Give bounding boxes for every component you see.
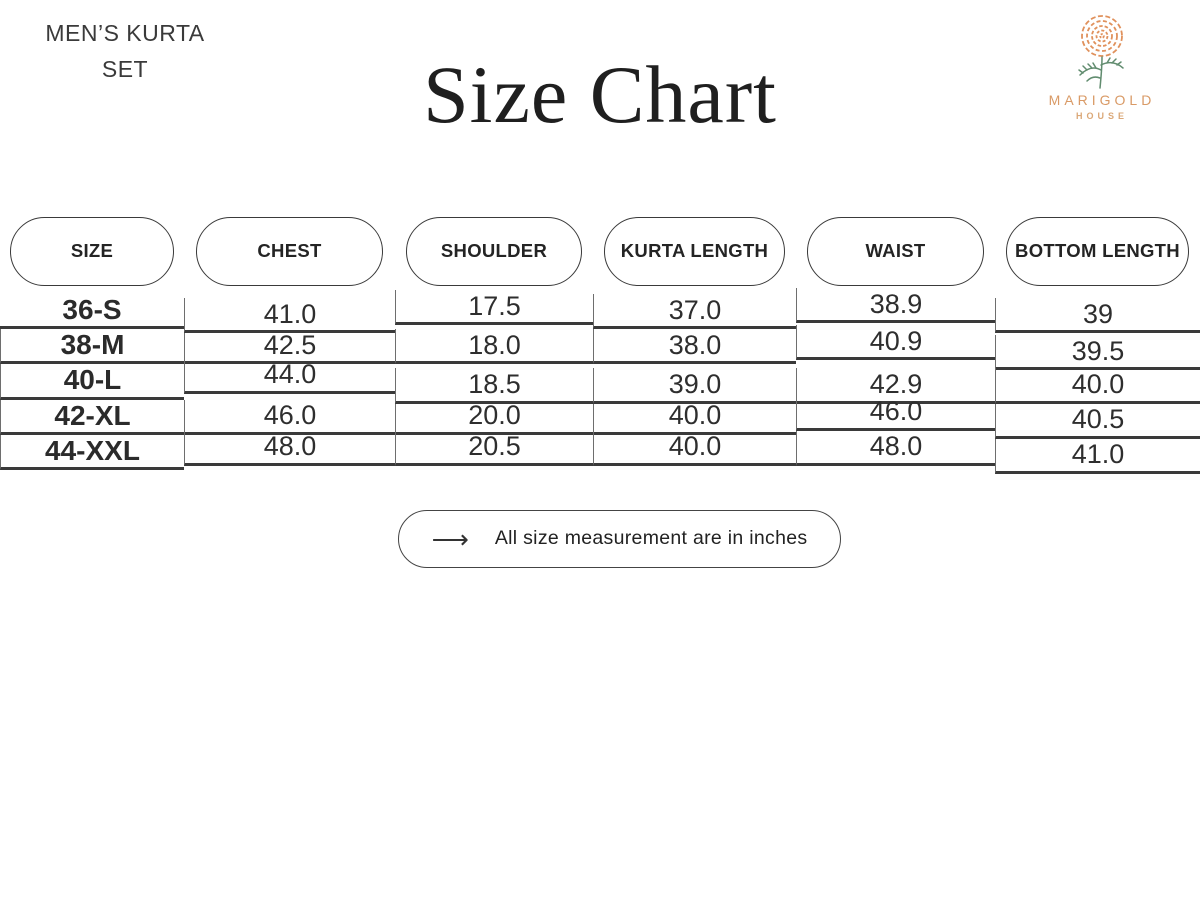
brand-name: MARIGOLD bbox=[1048, 92, 1156, 108]
shoulder-cell: 17.5 bbox=[395, 290, 593, 326]
bottom-length-cell: 41.0 bbox=[995, 438, 1200, 474]
bottom-length-cell: 40.0 bbox=[995, 368, 1200, 404]
waist-cell: 46.0 bbox=[796, 395, 995, 431]
waist-cell: 42.9 bbox=[796, 368, 995, 404]
kurta-length-cell: 37.0 bbox=[593, 294, 796, 330]
size-cell: 44-XXL bbox=[0, 434, 184, 470]
kurta-length-cell: 40.0 bbox=[593, 399, 796, 435]
kurta-length-cell: 39.0 bbox=[593, 368, 796, 404]
column-header-kurta-length: KURTA LENGTH bbox=[593, 208, 796, 294]
column-header-shoulder: SHOULDER bbox=[395, 208, 593, 294]
brand-subtitle: HOUSE bbox=[1075, 111, 1128, 121]
waist-cell: 40.9 bbox=[796, 325, 995, 361]
chest-cell: 41.0 bbox=[184, 298, 395, 334]
shoulder-header-pill: SHOULDER bbox=[405, 216, 583, 286]
size-cell: 40-L bbox=[0, 364, 184, 400]
chest-cell: 48.0 bbox=[184, 430, 395, 466]
shoulder-cell: 18.5 bbox=[395, 368, 593, 404]
column-header-bottom-length: BOTTOM LENGTH bbox=[995, 208, 1200, 294]
chest-header-pill: CHEST bbox=[195, 216, 384, 286]
marigold-flower-icon bbox=[1078, 15, 1124, 89]
chest-cell: 42.5 bbox=[184, 329, 395, 365]
page-title: Size Chart bbox=[423, 49, 777, 140]
size-cell: 36-S bbox=[0, 294, 184, 330]
bottom-length-cell: 39 bbox=[995, 298, 1200, 334]
column-header-waist: WAIST bbox=[796, 208, 995, 294]
chest-cell: 44.0 bbox=[184, 358, 395, 394]
size-cell: 42-XL bbox=[0, 399, 184, 435]
chest-cell: 46.0 bbox=[184, 399, 395, 435]
right-arrow-icon: ⟶ bbox=[431, 523, 469, 554]
column-header-size: SIZE bbox=[0, 208, 184, 294]
product-label: MEN’S KURTA SET bbox=[45, 20, 205, 82]
shoulder-cell: 20.5 bbox=[395, 430, 593, 466]
waist-header-pill: WAIST bbox=[806, 216, 985, 286]
column-header-chest: CHEST bbox=[184, 208, 395, 294]
waist-cell: 38.9 bbox=[796, 288, 995, 324]
waist-cell: 48.0 bbox=[796, 430, 995, 466]
units-note-pill: ⟶ All size measurement are in inches bbox=[398, 509, 841, 568]
bottom-length-cell: 39.5 bbox=[995, 335, 1200, 371]
shoulder-cell: 18.0 bbox=[395, 329, 593, 365]
bottom-length-cell: 40.5 bbox=[995, 403, 1200, 439]
units-note: All size measurement are in inches bbox=[494, 527, 808, 550]
kurta-length-cell: 38.0 bbox=[593, 329, 796, 365]
brand-logo: MARIGOLD HOUSE bbox=[1022, 12, 1182, 121]
size-chart-table: SIZE CHEST SHOULDER KURTA LENGTH WAIST B… bbox=[0, 208, 1200, 474]
kurta-length-header-pill: KURTA LENGTH bbox=[604, 216, 785, 286]
shoulder-cell: 20.0 bbox=[395, 399, 593, 435]
bottom-length-header-pill: BOTTOM LENGTH bbox=[1006, 216, 1189, 286]
size-cell: 38-M bbox=[0, 329, 184, 365]
kurta-length-cell: 40.0 bbox=[593, 430, 796, 466]
size-header-pill: SIZE bbox=[10, 216, 174, 286]
header: MEN’S KURTA SET Size Chart bbox=[0, 0, 1200, 208]
